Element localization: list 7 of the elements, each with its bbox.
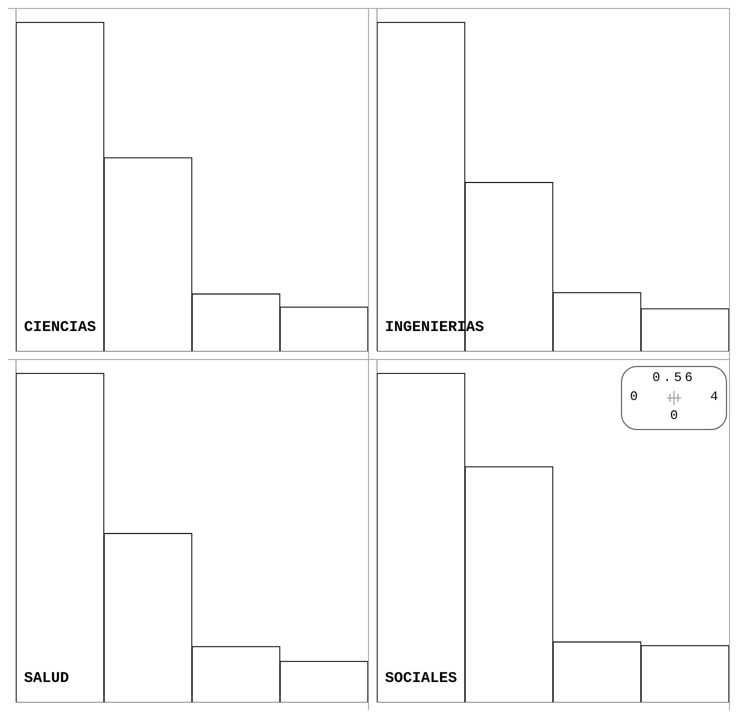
text: SALUD (24, 670, 70, 687)
annotation: 0 (630, 389, 638, 404)
annotation: 0 (669, 408, 679, 423)
text: CIENCIAS (24, 319, 96, 336)
annotation: 4 (710, 389, 718, 404)
annotation: 0.56 (651, 370, 697, 385)
text: SOCIALES (385, 670, 458, 687)
